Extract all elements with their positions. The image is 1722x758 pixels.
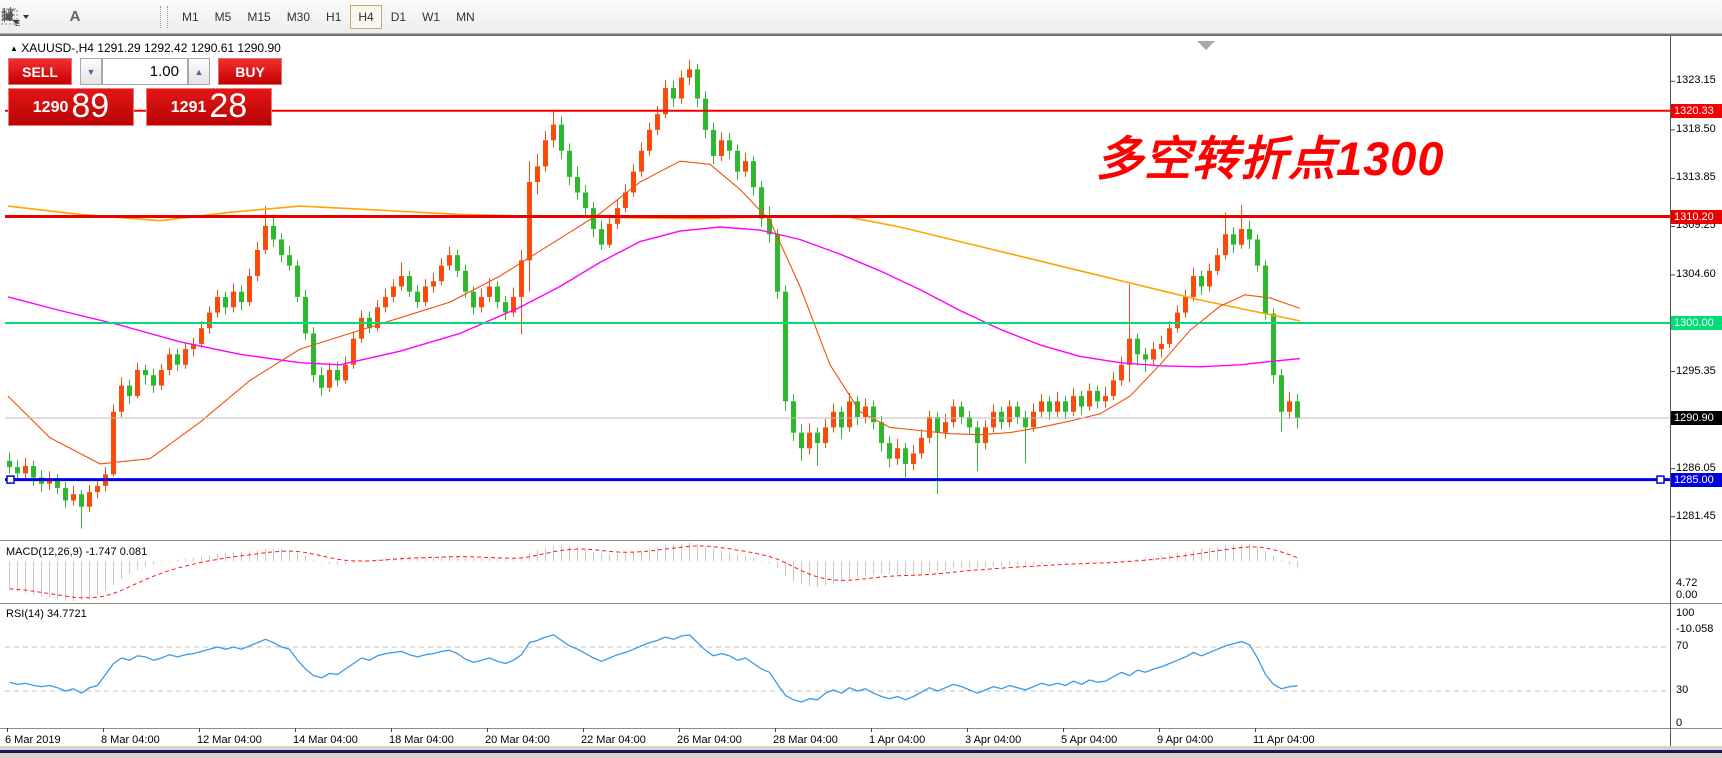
- svg-text:E: E: [15, 19, 20, 27]
- volume-input[interactable]: 1.00: [102, 58, 188, 85]
- macd-canvas[interactable]: [0, 543, 1722, 603]
- text-box-icon[interactable]: T: [1, 5, 118, 29]
- macd-axis-label: -10.058: [1676, 623, 1714, 635]
- time-axis-tick: [199, 728, 200, 732]
- one-click-trading-widget: SELL ▼ 1.00 ▲ BUY 1290 89 1291 28: [8, 58, 296, 126]
- rsi-axis-label: 30: [1676, 684, 1689, 696]
- toolbar-separator: [160, 5, 168, 28]
- price-tick-label: 1313.85: [1676, 171, 1716, 184]
- price-tick-label: 1281.45: [1676, 509, 1716, 522]
- sell-price-display[interactable]: 1290 89: [8, 88, 134, 126]
- time-axis-label: 18 Mar 04:00: [389, 734, 454, 746]
- macd-panel-divider[interactable]: [0, 540, 1722, 544]
- time-axis-tick: [871, 728, 872, 732]
- buy-price-pips: 28: [209, 87, 248, 125]
- time-axis-label: 1 Apr 04:00: [869, 734, 926, 746]
- arrow-objects-icon[interactable]: [5, 5, 148, 29]
- hline-price-label: 1320.33: [1671, 103, 1722, 118]
- hline-price-label: 1290.90: [1671, 411, 1722, 425]
- ma-fast-redorange[interactable]: [7, 160, 1301, 465]
- timeframe-button-m15[interactable]: M15: [247, 9, 271, 24]
- hline-price-label: 1310.20: [1671, 209, 1722, 224]
- hline-price-label: 1300.00: [1671, 316, 1722, 330]
- ma-slow-orange[interactable]: [7, 205, 1301, 322]
- time-axis-tick: [103, 728, 104, 732]
- rsi-axis-label: 100: [1676, 607, 1695, 619]
- buy-price-main: 1291: [170, 99, 207, 116]
- time-axis-label: 5 Apr 04:00: [1061, 734, 1118, 746]
- time-axis-label: 20 Mar 04:00: [485, 734, 550, 746]
- macd-axis-label: 0.00: [1676, 589, 1698, 601]
- time-axis-tick: [1063, 728, 1064, 732]
- symbol-ohlc-text: XAUUSD-,H4 1291.29 1292.42 1290.61 1290.…: [21, 41, 281, 55]
- top-toolbar: E F A T M1 M5 M15 M30 H1 H4 D1 W1 MN: [0, 0, 1722, 34]
- time-axis-tick: [7, 728, 8, 732]
- rsi-axis-label: 0: [1676, 717, 1683, 729]
- time-axis-tick: [295, 728, 296, 732]
- time-axis-label: 26 Mar 04:00: [677, 734, 742, 746]
- collapse-arrow-icon[interactable]: ▲: [10, 44, 18, 53]
- buy-button[interactable]: BUY: [218, 58, 282, 85]
- time-axis-label: 3 Apr 04:00: [965, 734, 1022, 746]
- timeframe-button-m5[interactable]: M5: [214, 9, 232, 24]
- price-axis-border: [1670, 36, 1671, 748]
- timeframe-button-m30[interactable]: M30: [286, 9, 311, 24]
- time-axis-tick: [967, 728, 968, 732]
- time-axis-label: 9 Apr 04:00: [1157, 734, 1214, 746]
- time-axis-tick: [583, 728, 584, 732]
- price-chart-canvas[interactable]: [0, 36, 1722, 540]
- chart-annotation-text: 多空转折点1300: [1096, 132, 1445, 185]
- time-axis-tick: [775, 728, 776, 732]
- price-tick-label: 1318.50: [1676, 122, 1716, 135]
- rsi-axis-label: 70: [1676, 640, 1689, 652]
- chart-symbol-header: ▲ XAUUSD-,H4 1291.29 1292.42 1290.61 129…: [10, 41, 281, 55]
- timeframe-button-m1[interactable]: M1: [182, 9, 199, 24]
- time-axis-label: 6 Mar 2019: [5, 734, 61, 746]
- hline-price-label: 1285.00: [1671, 472, 1722, 487]
- sell-price-pips: 89: [71, 87, 110, 125]
- price-tick-label: 1304.60: [1676, 267, 1716, 280]
- window-bottom-border: [0, 750, 1722, 753]
- timeframe-group: M1 M5 M15 M30 H1 H4 D1 W1 MN: [174, 4, 483, 29]
- chart-window[interactable]: ▲ XAUUSD-,H4 1291.29 1292.42 1290.61 129…: [0, 34, 1722, 748]
- price-tick-label: 1295.35: [1676, 364, 1716, 377]
- time-axis-tick: [487, 728, 488, 732]
- time-axis-tick: [1159, 728, 1160, 732]
- time-axis-label: 12 Mar 04:00: [197, 734, 262, 746]
- rsi-panel-divider[interactable]: [0, 603, 1722, 607]
- sell-button[interactable]: SELL: [8, 58, 72, 85]
- time-axis-label: 22 Mar 04:00: [581, 734, 646, 746]
- timeframe-button-w1[interactable]: W1: [422, 9, 441, 24]
- time-axis-label: 8 Mar 04:00: [101, 734, 160, 746]
- macd-indicator-label: MACD(12,26,9) -1.747 0.081: [6, 546, 148, 558]
- timeframe-button-h4[interactable]: H4: [350, 4, 382, 29]
- rsi-indicator-label: RSI(14) 34.7721: [6, 608, 87, 620]
- ma-mid-magenta[interactable]: [7, 226, 1301, 368]
- rsi-canvas[interactable]: [0, 606, 1722, 728]
- timeframe-button-d1[interactable]: D1: [390, 9, 407, 24]
- buy-price-display[interactable]: 1291 28: [146, 88, 272, 126]
- window-bottom-edge: [0, 746, 1722, 758]
- grid-icon[interactable]: F: [2, 5, 58, 29]
- volume-decrease-button[interactable]: ▼: [80, 58, 102, 85]
- chart-shift-marker-icon[interactable]: [1197, 41, 1215, 50]
- time-axis-label: 28 Mar 04:00: [773, 734, 838, 746]
- timeframe-button-h1[interactable]: H1: [326, 9, 342, 24]
- time-axis-tick: [1255, 728, 1256, 732]
- time-axis-tick: [391, 728, 392, 732]
- time-axis-tick: [679, 728, 680, 732]
- price-tick-label: 1286.05: [1676, 461, 1716, 474]
- price-tick-label: 1323.15: [1676, 74, 1716, 87]
- time-axis-divider: [0, 728, 1722, 732]
- timeframe-button-mn[interactable]: MN: [456, 9, 475, 24]
- time-axis-label: 14 Mar 04:00: [293, 734, 358, 746]
- volume-increase-button[interactable]: ▲: [188, 58, 210, 85]
- macd-axis-label: 4.72: [1676, 577, 1698, 589]
- sell-price-main: 1290: [32, 99, 69, 116]
- time-axis-label: 11 Apr 04:00: [1253, 734, 1315, 746]
- text-label-icon[interactable]: A: [69, 8, 81, 25]
